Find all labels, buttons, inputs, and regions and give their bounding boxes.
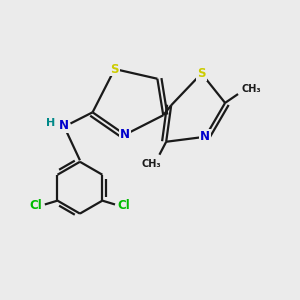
Text: CH₃: CH₃ — [242, 84, 261, 94]
Text: Cl: Cl — [30, 200, 42, 212]
Text: S: S — [197, 67, 206, 80]
Text: CH₃: CH₃ — [142, 158, 161, 169]
Text: N: N — [120, 128, 130, 141]
Text: N: N — [59, 119, 69, 132]
Text: S: S — [110, 62, 119, 76]
Text: Cl: Cl — [118, 200, 130, 212]
Text: H: H — [46, 118, 56, 128]
Text: N: N — [200, 130, 210, 143]
